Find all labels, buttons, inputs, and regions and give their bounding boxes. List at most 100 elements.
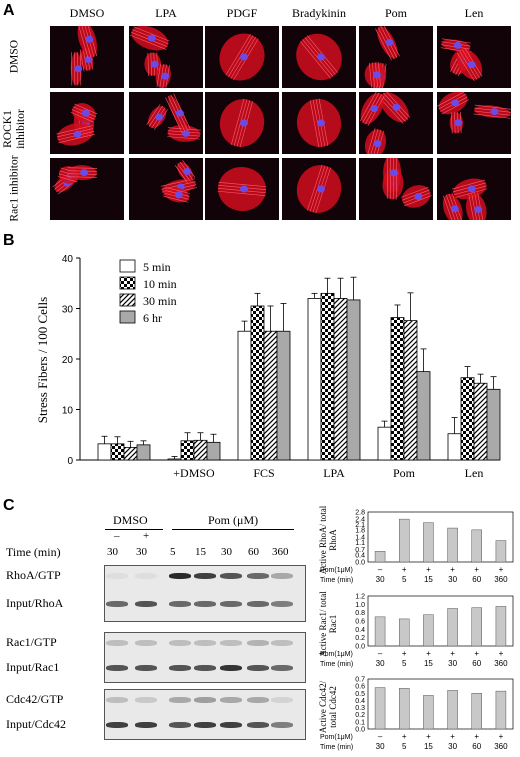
blot-label-2-0: Cdc42/GTP — [6, 692, 63, 707]
mini-bar-1-1 — [399, 619, 409, 646]
column-label-4: Pom — [357, 6, 435, 21]
mini-bar-0-3 — [448, 528, 458, 562]
band-0-1-0 — [106, 601, 128, 607]
bar-2-2 — [264, 331, 277, 460]
band-1-1-5 — [247, 665, 269, 671]
mini-sign-2-4: + — [474, 732, 479, 741]
blot-label-1-1: Input/Rac1 — [6, 660, 59, 675]
micrograph-r2-c1 — [129, 158, 203, 220]
micrograph-r1-c3 — [282, 92, 356, 154]
bar-2-0 — [238, 331, 251, 460]
mini-bar-0-1 — [399, 519, 409, 562]
x-category-label-4: Pom — [393, 466, 416, 480]
bar-1-3 — [207, 442, 220, 460]
mini-time-1-4: 60 — [472, 659, 481, 668]
micrograph-r2-c2 — [205, 158, 279, 220]
column-label-5: Len — [435, 6, 513, 21]
bar-2-3 — [277, 331, 290, 460]
panel-c-letter: C — [3, 497, 15, 515]
mini-sign-2-3: + — [450, 732, 455, 741]
time-value-6: 360 — [272, 546, 289, 558]
mini-ytick-2-0: 0.0 — [355, 727, 365, 734]
bar-5-3 — [487, 389, 500, 460]
panel-b-letter: B — [3, 232, 15, 250]
mini-pom-label-2: Pom(1μM) — [320, 734, 353, 741]
mini-ytick-2-1: 0.1 — [355, 719, 365, 726]
mini-ytick-0-4: 1.4 — [355, 535, 365, 542]
bar-3-0 — [308, 298, 321, 460]
mini-sign-2-0: – — [378, 732, 383, 741]
bar-1-0 — [168, 459, 181, 460]
band-1-0-3 — [194, 640, 216, 646]
mini-frame-2 — [368, 679, 513, 729]
micrograph-r1-c0 — [50, 92, 124, 154]
band-1-0-1 — [135, 640, 157, 646]
bar-3-1 — [321, 293, 334, 460]
bar-0-0 — [98, 444, 111, 460]
mini-sign-0-3: + — [450, 565, 455, 574]
row-label-0: DMSO — [9, 22, 22, 92]
micrograph-r2-c3 — [282, 158, 356, 220]
mini-ytick-2-7: 0.7 — [355, 677, 365, 684]
mini-bar-1-2 — [423, 615, 433, 646]
mini-bar-0-5 — [496, 541, 506, 562]
micrograph-r1-c5 — [437, 92, 511, 154]
time-value-5: 60 — [248, 546, 259, 558]
bar-5-2 — [474, 383, 487, 460]
dmso-header: DMSO — [113, 513, 148, 528]
mini-time-2-1: 5 — [402, 742, 407, 751]
time-value-4: 30 — [221, 546, 232, 558]
mini-ytick-1-4: 0.8 — [355, 610, 365, 617]
band-1-0-2 — [169, 640, 191, 646]
mini-time-0-0: 30 — [376, 575, 385, 584]
legend-label-1: 10 min — [143, 277, 177, 291]
time-value-2: 5 — [170, 546, 176, 558]
band-1-1-0 — [106, 665, 128, 671]
x-category-label-3: LPA — [323, 466, 345, 480]
band-1-1-1 — [135, 665, 157, 671]
band-0-1-3 — [194, 601, 216, 607]
pom-header: Pom (μM) — [208, 513, 258, 528]
mini-pom-label-0: Pom(1μM) — [320, 567, 353, 574]
micrograph-r0-c2 — [205, 26, 279, 88]
mini-time-2-3: 30 — [448, 742, 457, 751]
sign-dmso-plus: + — [143, 530, 149, 542]
mini-time-1-1: 5 — [402, 659, 407, 668]
mini-bar-2-4 — [472, 693, 482, 729]
mini-bar-2-3 — [448, 690, 458, 729]
mini-time-label-2: Time (min) — [320, 744, 353, 751]
bar-3-3 — [347, 300, 360, 460]
mini-ytick-1-3: 0.6 — [355, 619, 365, 626]
micrograph-r0-c4 — [359, 26, 433, 88]
band-0-1-5 — [247, 601, 269, 607]
mini-ytick-0-0: 0.0 — [355, 560, 365, 567]
sign-dmso-minus: – — [114, 530, 120, 542]
mini-sign-1-2: + — [426, 649, 431, 658]
band-1-0-6 — [271, 640, 293, 646]
mini-bar-0-0 — [375, 551, 385, 562]
band-0-1-4 — [220, 601, 242, 607]
blot-label-1-0: Rac1/GTP — [6, 635, 57, 650]
column-label-3: Bradykinin — [280, 6, 358, 21]
mini-bar-0-2 — [423, 523, 433, 562]
mini-sign-0-0: – — [378, 565, 383, 574]
mini-time-0-2: 15 — [424, 575, 433, 584]
legend-swatch-0 — [120, 260, 135, 272]
column-label-2: PDGF — [203, 6, 281, 21]
band-0-0-2 — [169, 573, 191, 579]
mini-time-1-5: 360 — [494, 659, 508, 668]
bar-2-1 — [251, 306, 264, 460]
time-label: Time (min) — [6, 545, 61, 560]
mini-ytick-2-6: 0.6 — [355, 684, 365, 691]
mini-ytick-2-5: 0.5 — [355, 691, 365, 698]
bar-5-1 — [461, 378, 474, 460]
mini-frame-1 — [368, 596, 513, 646]
micrograph-r1-c1 — [129, 92, 203, 154]
band-0-0-6 — [271, 573, 293, 579]
micrograph-r0-c5 — [437, 26, 511, 88]
mini-time-label-0: Time (min) — [320, 577, 353, 584]
mini-ytick-0-2: 0.7 — [355, 547, 365, 554]
mini-ytick-0-7: 2.4 — [355, 517, 365, 524]
